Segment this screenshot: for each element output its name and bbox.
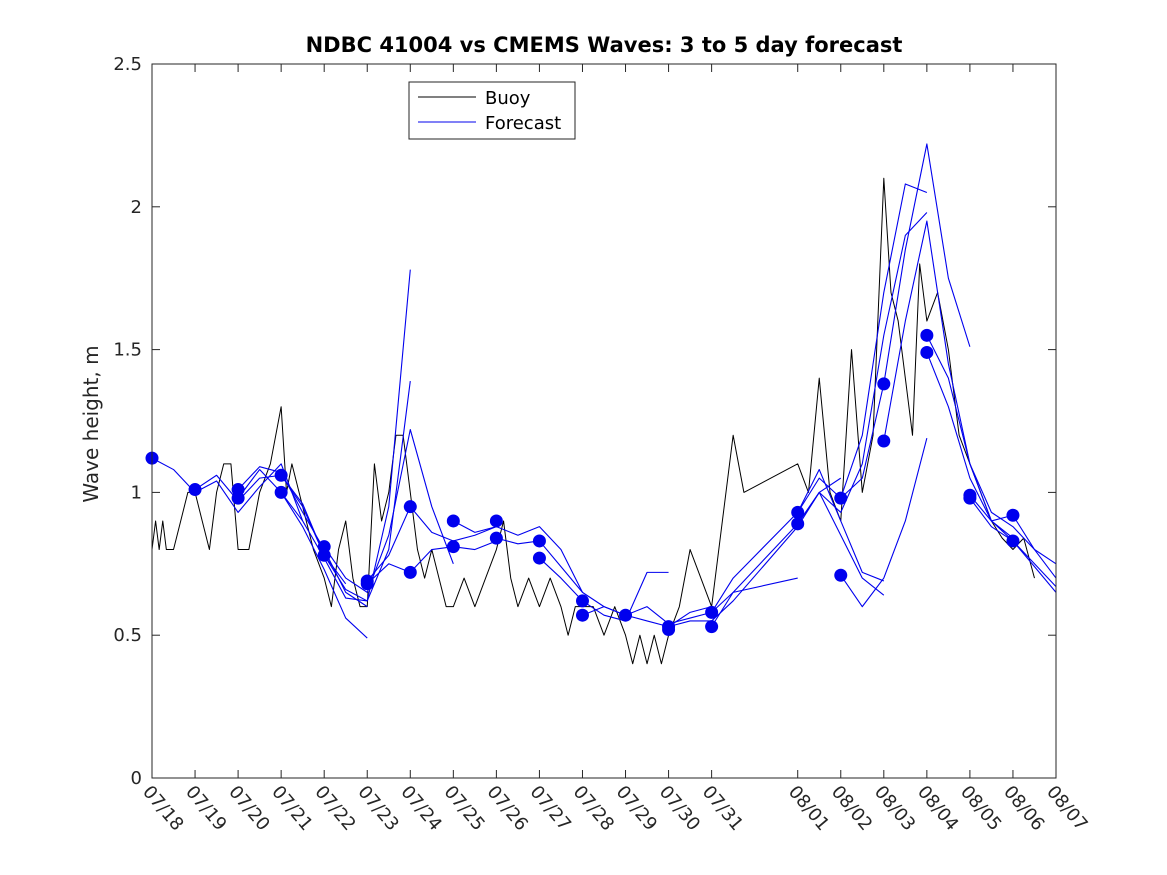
series-group xyxy=(151,143,1057,665)
forecast-series-line-18 xyxy=(797,183,928,513)
forecast-marker-27 xyxy=(834,491,848,505)
y-tick-label-5: 2.5 xyxy=(113,54,142,75)
forecast-marker-7 xyxy=(317,548,331,562)
forecast-series-line-1 xyxy=(151,457,304,522)
forecast-marker-34 xyxy=(963,491,977,505)
forecast-marker-15 xyxy=(489,531,503,545)
forecast-marker-10 xyxy=(403,500,417,514)
forecast-marker-20 xyxy=(619,608,633,622)
forecast-series-line-7 xyxy=(323,429,454,593)
marker-group xyxy=(145,328,1020,636)
forecast-marker-16 xyxy=(532,534,546,548)
forecast-series-line-13 xyxy=(582,606,712,628)
forecast-marker-11 xyxy=(403,565,417,579)
forecast-marker-36 xyxy=(1006,534,1020,548)
forecast-series-line-8 xyxy=(366,506,497,582)
y-tick-label-1: 0.5 xyxy=(113,625,142,646)
legend-box xyxy=(408,81,576,140)
forecast-marker-29 xyxy=(877,377,891,391)
forecast-marker-5 xyxy=(274,485,288,499)
forecast-marker-28 xyxy=(834,568,848,582)
forecast-series-line-21 xyxy=(840,438,928,608)
forecast-marker-19 xyxy=(575,608,589,622)
forecast-marker-24 xyxy=(705,620,719,634)
forecast-series-line-12 xyxy=(539,557,669,622)
plot-area xyxy=(152,64,1056,778)
y-axis-label: Wave height, m xyxy=(79,345,103,502)
forecast-series-line-20 xyxy=(840,143,971,499)
y-tick-label-0: 0 xyxy=(131,768,142,789)
forecast-series-line-19 xyxy=(797,212,928,525)
axes-box xyxy=(151,63,1057,779)
legend: Buoy Forecast xyxy=(408,81,576,140)
forecast-marker-26 xyxy=(791,517,805,531)
forecast-marker-13 xyxy=(446,540,460,554)
forecast-series-line-9 xyxy=(366,540,497,585)
legend-label-buoy: Buoy xyxy=(485,88,531,109)
forecast-marker-1 xyxy=(188,483,202,497)
forecast-marker-25 xyxy=(791,505,805,519)
forecast-marker-35 xyxy=(1006,508,1020,522)
forecast-marker-3 xyxy=(231,491,245,505)
forecast-marker-31 xyxy=(920,328,934,342)
forecast-marker-9 xyxy=(360,577,374,591)
forecast-series-line-4 xyxy=(237,469,368,639)
y-tick-label-2: 1 xyxy=(131,482,142,503)
forecast-marker-30 xyxy=(877,434,891,448)
forecast-series-line-16 xyxy=(711,469,885,613)
y-tick-label-3: 1.5 xyxy=(113,340,142,361)
legend-label-forecast: Forecast xyxy=(485,113,561,134)
forecast-marker-17 xyxy=(532,551,546,565)
forecast-marker-18 xyxy=(575,594,589,608)
forecast-marker-32 xyxy=(920,345,934,359)
forecast-marker-22 xyxy=(662,622,676,636)
forecast-marker-14 xyxy=(489,514,503,528)
forecast-series-line-6 xyxy=(280,380,411,602)
forecast-series-line-3 xyxy=(237,466,368,608)
y-axis: 0 0.5 1 1.5 2 2.5 xyxy=(113,54,1056,789)
y-tick-label-4: 2 xyxy=(131,197,142,218)
chart-title: NDBC 41004 vs CMEMS Waves: 3 to 5 day fo… xyxy=(306,33,903,57)
forecast-marker-23 xyxy=(705,605,719,619)
forecast-series-line-5 xyxy=(280,269,411,602)
forecast-marker-12 xyxy=(446,514,460,528)
forecast-marker-4 xyxy=(274,468,288,482)
forecast-series-line-10 xyxy=(453,520,583,593)
